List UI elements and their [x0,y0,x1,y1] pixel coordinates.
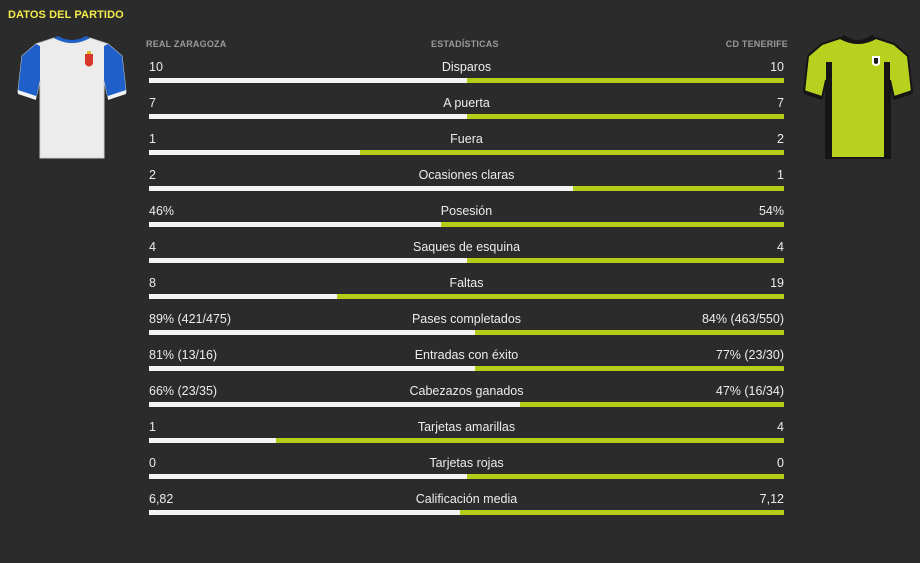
stat-label: Saques de esquina [412,240,521,254]
home-share-fill [149,186,573,191]
stat-comparison-bar [149,186,784,191]
stat-label: Entradas con éxito [414,348,519,362]
stat-label: Posesión [440,204,493,218]
home-stat-value: 4 [149,240,156,254]
stat-row: 81% (13/16) Entradas con éxito 77% (23/30) [149,348,784,388]
home-stat-value: 81% (13/16) [149,348,218,362]
home-share-fill [149,330,476,335]
stat-label: A puerta [443,96,490,110]
stat-comparison-bar [149,438,784,443]
stat-comparison-bar [149,78,784,83]
stat-label: Calificación media [415,492,518,506]
stat-comparison-bar [149,402,784,407]
stat-comparison-bar [149,114,784,119]
away-stat-value: 7 [777,96,784,110]
stat-label: Ocasiones claras [418,168,515,182]
stat-row: 8 Faltas 19 [149,276,784,316]
away-stat-value: 84% (463/550) [701,312,784,326]
away-stat-value: 10 [770,60,784,74]
home-share-fill [149,150,361,155]
stat-comparison-bar [149,222,784,227]
home-stat-value: 1 [149,420,156,434]
home-stat-value: 10 [149,60,163,74]
home-share-fill [149,366,475,371]
stat-comparison-bar [149,366,784,371]
stat-row: 89% (421/475) Pases completados 84% (463/5… [149,312,784,352]
away-stat-value: 4 [777,420,784,434]
away-stat-value: 54% [758,204,784,218]
stat-row: 66% (23/35) Cabezazos ganados 47% (16/34) [149,384,784,424]
home-team-name: REAL ZARAGOZA [146,39,227,49]
away-stat-value: 19 [770,276,784,290]
stat-label: Cabezazos ganados [409,384,524,398]
stat-label: Tarjetas rojas [429,456,504,470]
panel-title: DATOS DEL PARTIDO [8,9,124,21]
stat-row: 1 Tarjetas amarillas 4 [149,420,784,460]
home-share-fill [149,294,337,299]
home-stat-value: 66% (23/35) [149,384,218,398]
home-stat-value: 6,82 [149,492,174,506]
stat-row: 4 Saques de esquina 4 [149,240,784,280]
stat-row: 46% Posesión 54% [149,204,784,244]
home-stat-value: 89% (421/475) [149,312,232,326]
home-crest-icon [85,51,93,67]
home-stat-value: 1 [149,132,156,146]
stat-row: 0 Tarjetas rojas 0 [149,456,784,496]
away-kit-shirt-icon [802,35,914,159]
stat-comparison-bar [149,510,784,515]
home-kit-shirt-icon [17,36,127,159]
stat-row: 2 Ocasiones claras 1 [149,168,784,208]
stat-label: Pases completados [411,312,522,326]
away-stat-value: 2 [777,132,784,146]
home-share-fill [149,78,467,83]
away-stat-value: 1 [777,168,784,182]
home-share-fill [149,510,460,515]
away-crest-icon [872,56,880,66]
away-stat-value: 77% (23/30) [715,348,784,362]
home-stat-value: 7 [149,96,156,110]
stat-row: 1 Fuera 2 [149,132,784,172]
home-share-fill [149,222,442,227]
home-stat-value: 8 [149,276,156,290]
home-share-fill [149,258,467,263]
away-stat-value: 0 [777,456,784,470]
stat-comparison-bar [149,150,784,155]
home-share-fill [149,402,520,407]
stat-row: 10 Disparos 10 [149,60,784,100]
home-share-fill [149,438,276,443]
home-stat-value: 2 [149,168,156,182]
home-stat-value: 0 [149,456,156,470]
stat-comparison-bar [149,294,784,299]
away-stat-value: 4 [777,240,784,254]
stat-row: 6,82 Calificación media 7,12 [149,492,784,532]
away-stat-value: 47% (16/34) [715,384,784,398]
stat-comparison-bar [149,474,784,479]
stat-row: 7 A puerta 7 [149,96,784,136]
stat-comparison-bar [149,330,784,335]
away-stat-value: 7,12 [759,492,784,506]
stats-header: ESTADÍSTICAS [431,39,499,49]
home-stat-value: 46% [149,204,175,218]
home-share-fill [149,474,467,479]
stat-label: Faltas [449,276,484,290]
stat-label: Tarjetas amarillas [417,420,516,434]
stat-label: Fuera [450,132,483,146]
home-share-fill [149,114,467,119]
stat-comparison-bar [149,258,784,263]
away-team-name: CD TENERIFE [725,39,788,49]
stat-label: Disparos [441,60,492,74]
